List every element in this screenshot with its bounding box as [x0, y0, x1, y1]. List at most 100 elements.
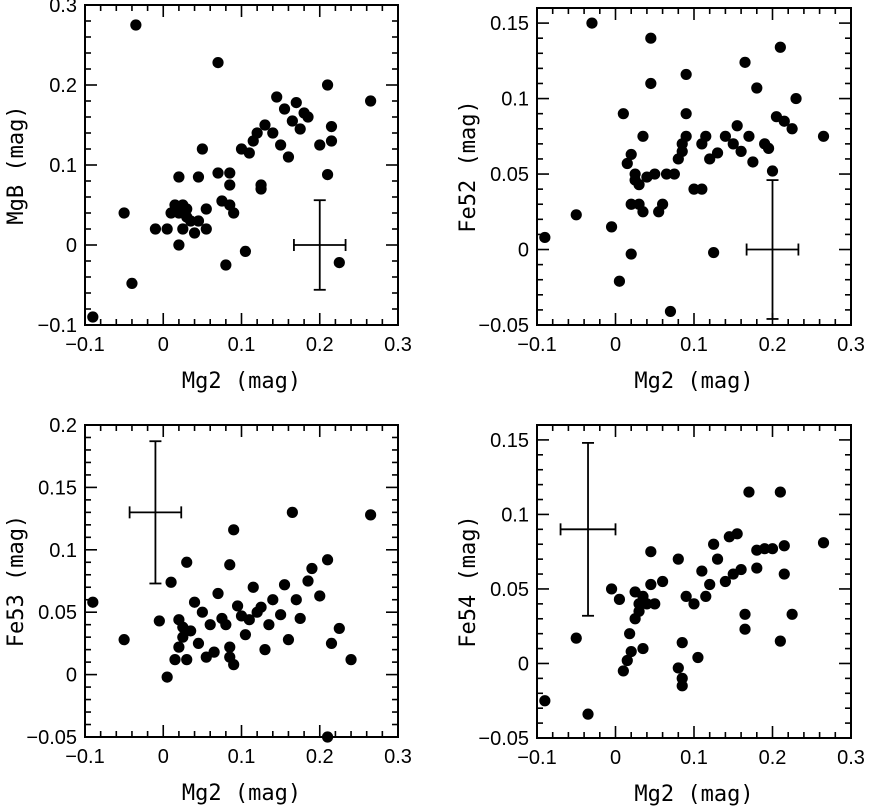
data-point [228, 524, 240, 536]
data-point [625, 148, 637, 161]
data-point [668, 168, 680, 180]
data-point [173, 641, 185, 653]
data-point [321, 731, 334, 743]
data-point [278, 103, 291, 115]
data-point [645, 32, 657, 44]
data-point [641, 598, 653, 610]
data-point [719, 575, 732, 588]
data-point [286, 115, 298, 127]
plot-frame [84, 4, 399, 326]
x-tick-label: 0.3 [837, 747, 865, 769]
data-point [680, 130, 692, 142]
data-point [228, 659, 240, 671]
error-bar [128, 440, 183, 585]
data-point [637, 130, 649, 142]
y-axis-title: Fe52 (mag) [456, 100, 481, 232]
data-point [649, 168, 661, 180]
data-point [743, 130, 755, 142]
data-point [680, 108, 692, 120]
data-point [570, 632, 582, 644]
data-point [704, 578, 716, 591]
data-point [275, 139, 287, 151]
data-point [774, 486, 786, 498]
y-tick-label: 0.05 [490, 164, 529, 186]
data-point [692, 651, 704, 664]
data-point [774, 635, 786, 647]
data-point [582, 708, 594, 720]
data-point [637, 642, 649, 655]
data-point [275, 609, 287, 621]
data-point [817, 130, 830, 142]
data-point [173, 239, 185, 251]
x-tick-label: 0 [158, 746, 169, 768]
data-point [739, 623, 751, 635]
panel-top-right: −0.1 0 0.1 0.2 0.3 −0.05 0 0.05 0.1 0.15 Mg2 (mag)… [456, 7, 865, 394]
data-point [747, 156, 759, 168]
y-axis-title: MgB (mag) [4, 105, 29, 224]
data-point [786, 608, 798, 620]
y-tick-label: 0.1 [501, 89, 529, 111]
y-tick-label: 0 [518, 653, 529, 675]
data-point [621, 157, 633, 170]
data-point [239, 245, 252, 257]
data-point [739, 608, 751, 620]
y-tick-label: −0.1 [38, 315, 77, 337]
data-point [751, 562, 763, 574]
y-tick-label: 0 [518, 240, 529, 262]
data-point [778, 115, 790, 127]
data-point [212, 57, 224, 69]
data-point [605, 583, 618, 595]
x-tick-label: 0.2 [306, 746, 334, 768]
data-point [192, 171, 205, 183]
data-point [306, 562, 318, 575]
data-point [645, 578, 657, 591]
data-point [188, 596, 201, 608]
data-point [263, 619, 275, 631]
data-point [247, 581, 259, 593]
data-point [762, 142, 775, 154]
data-point [735, 563, 747, 576]
data-point [251, 127, 263, 139]
data-point [321, 79, 334, 91]
data-point [325, 135, 338, 147]
data-point [181, 203, 193, 215]
y-tick-label: 0.2 [49, 415, 77, 437]
data-point [188, 227, 201, 239]
y-tick-label: 0.15 [490, 430, 529, 452]
x-axis-title: Mg2 (mag) [634, 782, 753, 807]
data-point [786, 123, 798, 135]
data-point [181, 556, 193, 568]
error-bar [559, 441, 617, 617]
x-tick-label: 0.3 [837, 334, 865, 356]
data-point [605, 221, 618, 233]
x-tick-label: 0.3 [384, 334, 412, 356]
data-point [696, 565, 708, 577]
data-point [224, 641, 236, 653]
x-tick-label: 0.2 [759, 334, 787, 356]
data-point [704, 153, 716, 165]
data-point [680, 590, 692, 603]
y-tick-label: 0.05 [38, 602, 77, 624]
data-point [220, 259, 232, 271]
data-point [271, 91, 283, 103]
data-point [153, 615, 165, 627]
data-point [224, 559, 236, 571]
y-tick-label: 0 [66, 235, 77, 257]
data-point [286, 506, 298, 518]
data-point [664, 305, 677, 318]
data-point [267, 127, 279, 139]
data-point [185, 625, 197, 637]
data-point [539, 231, 551, 244]
x-tick-label: 0.1 [228, 334, 256, 356]
x-tick-label: 0 [610, 747, 621, 769]
data-point [185, 215, 197, 227]
data-point [731, 120, 743, 132]
y-axis-title: Fe54 (mag) [456, 515, 481, 647]
data-point [255, 183, 267, 195]
y-tick-label: 0 [66, 665, 77, 687]
data-point [126, 277, 138, 289]
data-point [161, 671, 173, 683]
x-tick-label: 0.3 [384, 746, 412, 768]
data-point [200, 223, 212, 235]
data-point [282, 634, 295, 646]
